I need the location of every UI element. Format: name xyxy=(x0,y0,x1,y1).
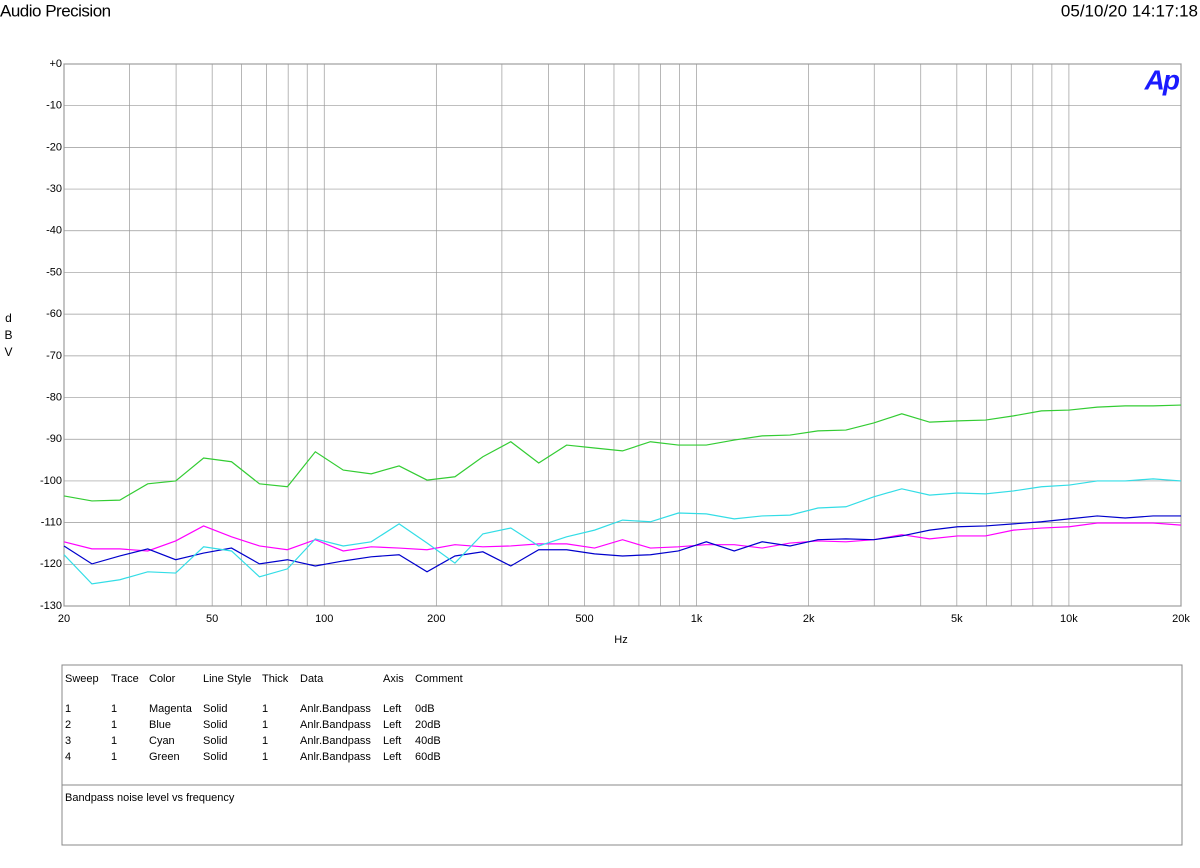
table-cell: 3 xyxy=(65,735,71,747)
y-tick-label: -110 xyxy=(41,517,62,529)
table-cell: 1 xyxy=(262,719,268,731)
x-tick-label: 5k xyxy=(951,613,963,625)
table-cell: Magenta xyxy=(149,703,193,715)
y-tick-label: -100 xyxy=(40,475,62,487)
x-tick-label: 50 xyxy=(206,613,218,625)
y-tick-label: -130 xyxy=(40,600,62,612)
table-cell: Anlr.Bandpass xyxy=(300,735,371,747)
table-cell: 1 xyxy=(65,703,71,715)
x-tick-label: 100 xyxy=(315,613,333,625)
table-cell: 1 xyxy=(262,703,268,715)
table-cell: Anlr.Bandpass xyxy=(300,719,371,731)
y-tick-label: -60 xyxy=(46,308,62,320)
plot-area xyxy=(63,63,1182,607)
table-header: Color xyxy=(149,673,176,685)
y-tick-label: -30 xyxy=(46,183,62,195)
y-tick-label: +0 xyxy=(49,58,62,70)
table-cell: Anlr.Bandpass xyxy=(300,703,371,715)
x-tick-label: 200 xyxy=(427,613,445,625)
table-cell: 2 xyxy=(65,719,71,731)
table-cell: Left xyxy=(383,703,401,715)
table-header: Line Style xyxy=(203,673,251,685)
y-tick-label: -40 xyxy=(46,225,62,237)
comment-box xyxy=(61,784,1183,846)
table-cell: 1 xyxy=(262,751,268,763)
table-header: Thick xyxy=(262,673,289,685)
table-cell: Solid xyxy=(203,703,227,715)
table-cell: Green xyxy=(149,751,180,763)
table-header: Comment xyxy=(415,673,463,685)
table-cell: 1 xyxy=(111,719,117,731)
table-cell: 20dB xyxy=(415,719,441,731)
series-line xyxy=(63,478,1182,585)
table-header: Trace xyxy=(111,673,139,685)
x-tick-label: 2k xyxy=(803,613,815,625)
x-tick-label: 1k xyxy=(691,613,703,625)
table-cell: 40dB xyxy=(415,735,441,747)
y-tick-label: -80 xyxy=(46,391,62,403)
series-line xyxy=(63,404,1182,502)
table-cell: 4 xyxy=(65,751,71,763)
table-header: Axis xyxy=(383,673,404,685)
series-line xyxy=(63,522,1182,552)
table-cell: Cyan xyxy=(149,735,175,747)
x-axis-label: Hz xyxy=(614,634,627,646)
logo: Ap xyxy=(1144,64,1180,95)
y-tick-label: -90 xyxy=(46,433,62,445)
table-cell: Solid xyxy=(203,735,227,747)
table-cell: 60dB xyxy=(415,751,441,763)
table-cell: Anlr.Bandpass xyxy=(300,751,371,763)
x-tick-label: 500 xyxy=(575,613,593,625)
x-tick-label: 10k xyxy=(1060,613,1078,625)
timestamp: 05/10/20 14:17:18 xyxy=(1061,1,1198,20)
table-header: Data xyxy=(300,673,324,685)
x-tick-label: 20k xyxy=(1172,613,1190,625)
y-tick-label: -70 xyxy=(46,350,62,362)
comment: Bandpass noise level vs frequency xyxy=(65,792,235,804)
table-cell: 1 xyxy=(111,735,117,747)
y-axis-label: dBV xyxy=(4,311,13,359)
series-line xyxy=(63,515,1181,573)
table-cell: Solid xyxy=(203,751,227,763)
table-cell: 0dB xyxy=(415,703,435,715)
table-cell: 1 xyxy=(111,703,117,715)
table-header: Sweep xyxy=(65,673,99,685)
y-tick-label: -10 xyxy=(46,100,62,112)
table-cell: 1 xyxy=(111,751,117,763)
app-title: Audio Precision xyxy=(0,1,111,20)
table-cell: Solid xyxy=(203,719,227,731)
table-cell: Left xyxy=(383,751,401,763)
y-tick-label: -20 xyxy=(46,141,62,153)
table-cell: Left xyxy=(383,719,401,731)
x-tick-label: 20 xyxy=(58,613,70,625)
y-tick-label: -50 xyxy=(46,266,62,278)
table-cell: Left xyxy=(383,735,401,747)
table-cell: 1 xyxy=(262,735,268,747)
y-tick-label: -120 xyxy=(40,558,62,570)
table-cell: Blue xyxy=(149,719,171,731)
